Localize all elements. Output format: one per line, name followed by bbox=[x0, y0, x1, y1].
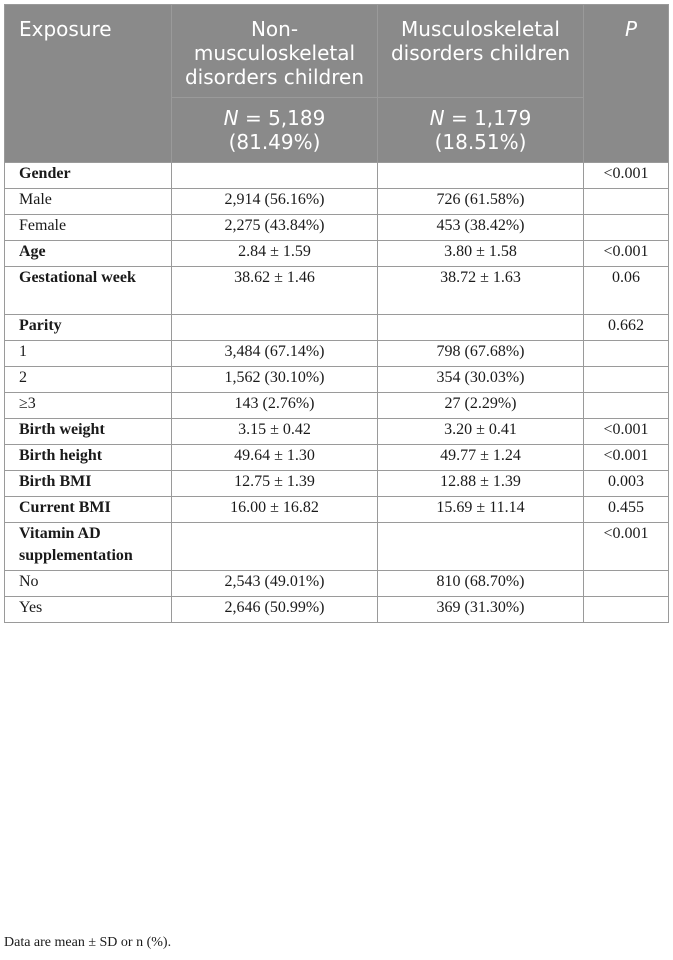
table-row: Gestational week 38.62 ± 1.46 38.72 ± 1.… bbox=[4, 266, 669, 315]
cell-msd: 15.69 ± 11.14 bbox=[377, 496, 584, 523]
row-label: Birth BMI bbox=[4, 470, 172, 497]
cell-p: 0.662 bbox=[583, 314, 669, 341]
cell-p: 0.455 bbox=[583, 496, 669, 523]
cell-p: <0.001 bbox=[583, 162, 669, 189]
row-label: Birth height bbox=[4, 444, 172, 471]
table-row: 1 3,484 (67.14%) 798 (67.68%) bbox=[4, 340, 669, 367]
table-row: Birth weight 3.15 ± 0.42 3.20 ± 0.41 <0.… bbox=[4, 418, 669, 445]
cell-msd: 3.20 ± 0.41 bbox=[377, 418, 584, 445]
cell-p: 0.003 bbox=[583, 470, 669, 497]
cell-non-msd bbox=[171, 522, 378, 571]
cell-non-msd: 2,646 (50.99%) bbox=[171, 596, 378, 623]
row-label: 1 bbox=[4, 340, 172, 367]
row-label: Male bbox=[4, 188, 172, 215]
cell-msd: 798 (67.68%) bbox=[377, 340, 584, 367]
table-row: 2 1,562 (30.10%) 354 (30.03%) bbox=[4, 366, 669, 393]
table-row: No 2,543 (49.01%) 810 (68.70%) bbox=[4, 570, 669, 597]
table-row: ≥3 143 (2.76%) 27 (2.29%) bbox=[4, 392, 669, 419]
table-row: Vitamin AD supplementation <0.001 bbox=[4, 522, 669, 571]
cell-p: <0.001 bbox=[583, 522, 669, 571]
cell-non-msd: 49.64 ± 1.30 bbox=[171, 444, 378, 471]
cell-non-msd: 16.00 ± 16.82 bbox=[171, 496, 378, 523]
cell-non-msd: 2,275 (43.84%) bbox=[171, 214, 378, 241]
cell-non-msd: 1,562 (30.10%) bbox=[171, 366, 378, 393]
table-row: Female 2,275 (43.84%) 453 (38.42%) bbox=[4, 214, 669, 241]
header-non-msd-group: Non-musculoskeletal disorders children bbox=[171, 4, 378, 98]
cell-non-msd bbox=[171, 314, 378, 341]
table-footnote: Data are mean ± SD or n (%). bbox=[4, 935, 172, 950]
row-label: Age bbox=[4, 240, 172, 267]
table-row: Male 2,914 (56.16%) 726 (61.58%) bbox=[4, 188, 669, 215]
row-label: Female bbox=[4, 214, 172, 241]
cell-msd: 3.80 ± 1.58 bbox=[377, 240, 584, 267]
cell-non-msd: 143 (2.76%) bbox=[171, 392, 378, 419]
cell-msd: 12.88 ± 1.39 bbox=[377, 470, 584, 497]
n-percent: (18.51%) bbox=[434, 130, 527, 154]
cell-non-msd: 38.62 ± 1.46 bbox=[171, 266, 378, 315]
row-label: Yes bbox=[4, 596, 172, 623]
cell-p: 0.06 bbox=[583, 266, 669, 315]
cell-msd bbox=[377, 522, 584, 571]
cell-msd: 354 (30.03%) bbox=[377, 366, 584, 393]
n-symbol: N bbox=[223, 106, 239, 130]
header-n-msd: N = 1,179 (18.51%) bbox=[377, 97, 584, 163]
n-symbol: N bbox=[429, 106, 445, 130]
cell-non-msd: 3.15 ± 0.42 bbox=[171, 418, 378, 445]
cell-non-msd: 12.75 ± 1.39 bbox=[171, 470, 378, 497]
cell-non-msd bbox=[171, 162, 378, 189]
row-label: Birth weight bbox=[4, 418, 172, 445]
row-label: 2 bbox=[4, 366, 172, 393]
row-label: Gestational week bbox=[4, 266, 172, 315]
cell-p bbox=[583, 596, 669, 623]
cell-msd: 810 (68.70%) bbox=[377, 570, 584, 597]
header-row: Exposure Non-musculoskeletal disorders c… bbox=[4, 4, 669, 163]
cell-msd: 726 (61.58%) bbox=[377, 188, 584, 215]
n-percent: (81.49%) bbox=[228, 130, 321, 154]
cell-p bbox=[583, 366, 669, 393]
header-n-non-msd: N = 5,189 (81.49%) bbox=[171, 97, 378, 163]
table-row: Age 2.84 ± 1.59 3.80 ± 1.58 <0.001 bbox=[4, 240, 669, 267]
table-row: Parity 0.662 bbox=[4, 314, 669, 341]
cell-p bbox=[583, 214, 669, 241]
cell-msd bbox=[377, 314, 584, 341]
cell-msd: 27 (2.29%) bbox=[377, 392, 584, 419]
table-row: Current BMI 16.00 ± 16.82 15.69 ± 11.14 … bbox=[4, 496, 669, 523]
cell-msd bbox=[377, 162, 584, 189]
cell-p: <0.001 bbox=[583, 418, 669, 445]
n-count: = 5,189 bbox=[238, 106, 326, 130]
table-row: Birth BMI 12.75 ± 1.39 12.88 ± 1.39 0.00… bbox=[4, 470, 669, 497]
characteristics-table: Exposure Non-musculoskeletal disorders c… bbox=[4, 4, 669, 623]
header-msd-group: Musculoskeletal disorders children bbox=[377, 4, 584, 98]
header-n-row: N = 5,189 (81.49%) N = 1,179 (18.51%) bbox=[5, 97, 669, 163]
cell-msd: 453 (38.42%) bbox=[377, 214, 584, 241]
cell-p: <0.001 bbox=[583, 444, 669, 471]
n-count: = 1,179 bbox=[444, 106, 532, 130]
cell-msd: 369 (31.30%) bbox=[377, 596, 584, 623]
row-label: Vitamin AD supplementation bbox=[4, 522, 172, 571]
cell-p bbox=[583, 392, 669, 419]
table-row: Birth height 49.64 ± 1.30 49.77 ± 1.24 <… bbox=[4, 444, 669, 471]
cell-p bbox=[583, 188, 669, 215]
header-exposure: Exposure bbox=[4, 4, 172, 163]
row-label: No bbox=[4, 570, 172, 597]
row-label: ≥3 bbox=[4, 392, 172, 419]
cell-p bbox=[583, 570, 669, 597]
cell-non-msd: 2,543 (49.01%) bbox=[171, 570, 378, 597]
table-row: Yes 2,646 (50.99%) 369 (31.30%) bbox=[4, 596, 669, 623]
header-p-value: P bbox=[583, 4, 669, 163]
cell-msd: 49.77 ± 1.24 bbox=[377, 444, 584, 471]
cell-msd: 38.72 ± 1.63 bbox=[377, 266, 584, 315]
cell-non-msd: 2.84 ± 1.59 bbox=[171, 240, 378, 267]
cell-non-msd: 3,484 (67.14%) bbox=[171, 340, 378, 367]
cell-non-msd: 2,914 (56.16%) bbox=[171, 188, 378, 215]
cell-p: <0.001 bbox=[583, 240, 669, 267]
row-label: Gender bbox=[4, 162, 172, 189]
row-label: Parity bbox=[4, 314, 172, 341]
table-row: Gender <0.001 bbox=[4, 162, 669, 189]
cell-p bbox=[583, 340, 669, 367]
row-label: Current BMI bbox=[4, 496, 172, 523]
